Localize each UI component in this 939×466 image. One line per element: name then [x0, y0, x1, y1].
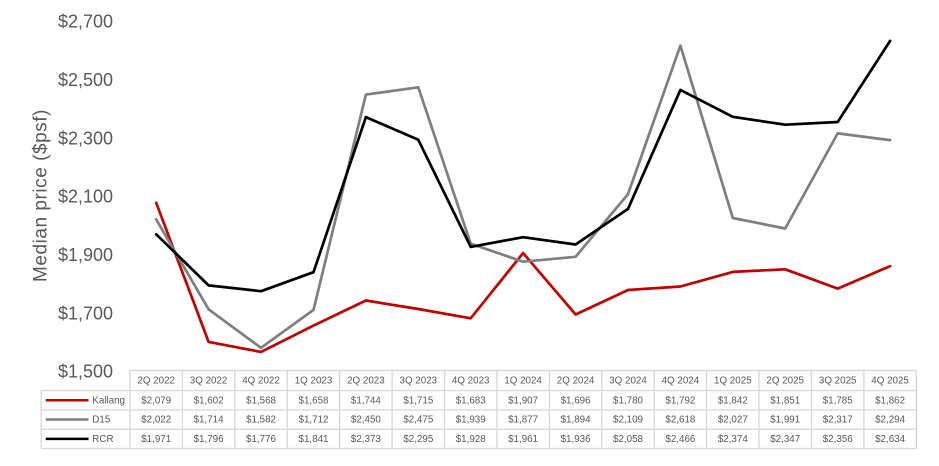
svg-text:$1,602: $1,602 [194, 395, 224, 406]
svg-text:$1,683: $1,683 [456, 395, 487, 406]
svg-text:2Q 2023: 2Q 2023 [347, 376, 385, 387]
svg-text:$1,971: $1,971 [141, 434, 171, 445]
svg-text:$1,907: $1,907 [508, 395, 538, 406]
svg-text:4Q 2022: 4Q 2022 [242, 376, 280, 387]
svg-text:$1,961: $1,961 [508, 434, 538, 445]
svg-text:$1,841: $1,841 [299, 434, 329, 445]
svg-text:3Q 2025: 3Q 2025 [819, 376, 857, 387]
svg-text:4Q 2024: 4Q 2024 [662, 376, 700, 387]
svg-text:$1,712: $1,712 [299, 415, 329, 426]
svg-text:1Q 2025: 1Q 2025 [714, 376, 752, 387]
svg-text:$2,109: $2,109 [613, 415, 643, 426]
svg-text:2Q 2022: 2Q 2022 [137, 376, 175, 387]
svg-text:1Q 2024: 1Q 2024 [504, 376, 542, 387]
svg-text:$1,500: $1,500 [58, 362, 113, 382]
svg-text:$2,500: $2,500 [58, 70, 113, 90]
svg-text:$2,634: $2,634 [875, 434, 906, 445]
svg-text:$1,939: $1,939 [456, 415, 486, 426]
svg-text:$1,862: $1,862 [875, 395, 905, 406]
svg-text:$1,792: $1,792 [665, 395, 695, 406]
svg-text:$1,700: $1,700 [58, 303, 113, 323]
svg-text:2Q 2025: 2Q 2025 [766, 376, 804, 387]
svg-text:3Q 2022: 3Q 2022 [190, 376, 228, 387]
svg-text:Median price ($psf): Median price ($psf) [31, 109, 52, 282]
svg-text:$1,744: $1,744 [351, 395, 382, 406]
svg-text:$1,776: $1,776 [246, 434, 277, 445]
svg-text:$2,450: $2,450 [351, 415, 382, 426]
svg-text:$2,027: $2,027 [718, 415, 748, 426]
svg-text:$1,658: $1,658 [299, 395, 330, 406]
svg-text:$2,374: $2,374 [718, 434, 749, 445]
svg-text:RCR: RCR [92, 434, 113, 445]
svg-text:$1,877: $1,877 [508, 415, 538, 426]
svg-text:$2,700: $2,700 [58, 12, 113, 32]
svg-text:$1,696: $1,696 [561, 395, 592, 406]
svg-text:$2,100: $2,100 [58, 187, 113, 207]
svg-text:3Q 2023: 3Q 2023 [400, 376, 438, 387]
svg-text:$1,568: $1,568 [246, 395, 277, 406]
svg-text:$1,796: $1,796 [194, 434, 225, 445]
svg-text:Kallang: Kallang [92, 395, 125, 406]
svg-text:3Q 2024: 3Q 2024 [609, 376, 647, 387]
svg-text:$1,928: $1,928 [456, 434, 487, 445]
svg-text:$1,900: $1,900 [58, 245, 113, 265]
svg-text:$2,022: $2,022 [141, 415, 171, 426]
svg-text:$2,317: $2,317 [823, 415, 853, 426]
svg-text:1Q 2023: 1Q 2023 [295, 376, 333, 387]
svg-text:$2,475: $2,475 [403, 415, 434, 426]
svg-text:D15: D15 [92, 415, 111, 426]
svg-text:$1,715: $1,715 [403, 395, 434, 406]
svg-text:$1,851: $1,851 [770, 395, 800, 406]
svg-text:$2,373: $2,373 [351, 434, 382, 445]
svg-text:$2,295: $2,295 [403, 434, 434, 445]
svg-text:$1,842: $1,842 [718, 395, 748, 406]
svg-text:$2,294: $2,294 [875, 415, 906, 426]
svg-text:4Q 2025: 4Q 2025 [871, 376, 909, 387]
svg-text:$1,894: $1,894 [561, 415, 592, 426]
svg-text:4Q 2023: 4Q 2023 [452, 376, 490, 387]
svg-text:$1,936: $1,936 [561, 434, 592, 445]
svg-text:$2,356: $2,356 [823, 434, 854, 445]
svg-text:$1,785: $1,785 [823, 395, 854, 406]
svg-text:$2,058: $2,058 [613, 434, 644, 445]
svg-text:2Q 2024: 2Q 2024 [557, 376, 595, 387]
svg-text:$1,780: $1,780 [613, 395, 644, 406]
svg-text:$2,300: $2,300 [58, 128, 113, 148]
svg-text:$1,714: $1,714 [194, 415, 225, 426]
svg-text:$1,991: $1,991 [770, 415, 800, 426]
svg-text:$1,582: $1,582 [246, 415, 276, 426]
svg-text:$2,079: $2,079 [141, 395, 171, 406]
svg-text:$2,618: $2,618 [665, 415, 696, 426]
svg-text:$2,466: $2,466 [665, 434, 696, 445]
svg-text:$2,347: $2,347 [770, 434, 800, 445]
